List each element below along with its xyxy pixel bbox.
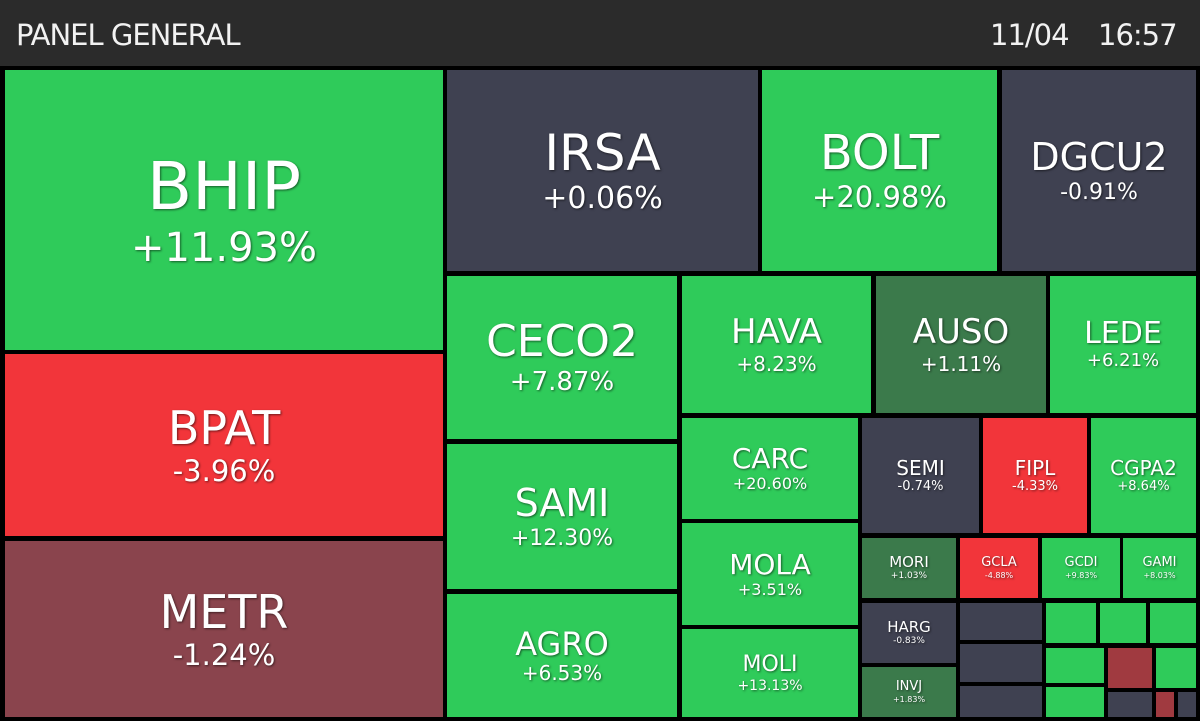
ticker: CECO2 — [486, 316, 638, 368]
change-percent: -4.33% — [1012, 478, 1058, 494]
small-tile[interactable] — [1100, 603, 1146, 643]
change-percent: +8.23% — [736, 351, 817, 376]
ticker: BOLT — [819, 125, 940, 182]
stock-tile[interactable]: SAMI +12.30% — [447, 444, 677, 589]
ticker: METR — [159, 584, 289, 639]
stock-tile[interactable]: AUSO +1.11% — [876, 276, 1046, 413]
small-tile[interactable] — [1108, 692, 1152, 717]
stock-tile[interactable]: MORI +1.03% — [862, 538, 956, 598]
panel-title: PANEL GENERAL — [16, 18, 241, 52]
stock-tile[interactable]: BHIP +11.93% — [5, 70, 443, 350]
stock-tile[interactable]: MOLA +3.51% — [682, 523, 858, 625]
stock-tile[interactable]: CECO2 +7.87% — [447, 276, 677, 439]
ticker: SEMI — [896, 455, 945, 480]
ticker: GCDI — [1064, 554, 1098, 570]
change-percent: +6.21% — [1086, 350, 1160, 372]
change-percent: -1.24% — [172, 637, 276, 672]
change-percent: -0.91% — [1060, 179, 1138, 205]
stock-tile[interactable]: BPAT -3.96% — [5, 354, 443, 536]
stock-tile[interactable]: IRSA +0.06% — [447, 70, 758, 271]
change-percent: +20.60% — [732, 474, 808, 494]
stock-tile[interactable]: SEMI -0.74% — [862, 418, 979, 533]
change-percent: -0.83% — [893, 636, 925, 647]
ticker: CGPA2 — [1110, 455, 1177, 480]
stock-tile[interactable]: AGRO +6.53% — [447, 594, 677, 717]
header: PANEL GENERAL 11/04 16:57 — [0, 0, 1200, 66]
ticker: GCLA — [981, 554, 1017, 570]
ticker: HARG — [887, 618, 931, 637]
small-tile[interactable] — [960, 686, 1042, 717]
change-percent: +6.53% — [521, 661, 603, 686]
ticker: INVJ — [895, 678, 923, 694]
stock-tile[interactable]: LEDE +6.21% — [1050, 276, 1196, 413]
small-tile[interactable] — [1046, 648, 1104, 683]
ticker: FIPL — [1014, 455, 1056, 480]
small-tile[interactable] — [960, 603, 1042, 640]
ticker: IRSA — [544, 123, 661, 182]
ticker: BHIP — [146, 148, 302, 226]
stock-tile[interactable]: DGCU2 -0.91% — [1002, 70, 1196, 271]
time: 16:57 — [1098, 18, 1178, 52]
ticker: BPAT — [167, 400, 281, 455]
stock-tile[interactable]: CGPA2 +8.64% — [1091, 418, 1196, 533]
change-percent: -4.88% — [984, 570, 1014, 580]
change-percent: +9.83% — [1064, 570, 1098, 580]
stock-tile[interactable]: FIPL -4.33% — [983, 418, 1087, 533]
small-tile[interactable] — [1046, 687, 1104, 717]
change-percent: +13.13% — [737, 677, 803, 694]
small-tile[interactable] — [1178, 692, 1196, 717]
stock-tile[interactable]: GCDI +9.83% — [1042, 538, 1120, 598]
small-tile[interactable] — [1108, 648, 1152, 688]
change-percent: +11.93% — [130, 224, 318, 271]
change-percent: +1.03% — [890, 571, 928, 582]
stock-tile[interactable]: GAMI +8.03% — [1123, 538, 1196, 598]
ticker: SAMI — [514, 481, 610, 525]
date: 11/04 — [990, 18, 1070, 52]
ticker: HAVA — [731, 312, 822, 353]
stock-tile[interactable]: HAVA +8.23% — [682, 276, 871, 413]
change-percent: +1.11% — [920, 351, 1002, 376]
change-percent: -3.96% — [172, 453, 276, 488]
change-percent: +3.51% — [737, 579, 803, 599]
stock-tile[interactable]: GCLA -4.88% — [960, 538, 1038, 598]
stock-tile[interactable]: MOLI +13.13% — [682, 629, 858, 717]
change-percent: -0.74% — [897, 478, 944, 494]
ticker: AUSO — [912, 312, 1010, 353]
change-percent: +8.03% — [1143, 570, 1176, 580]
change-percent: +7.87% — [509, 366, 615, 397]
ticker: LEDE — [1084, 315, 1162, 351]
ticker: DGCU2 — [1030, 135, 1168, 179]
change-percent: +1.83% — [892, 694, 926, 704]
stock-tile[interactable]: BOLT +20.98% — [762, 70, 997, 271]
ticker: GAMI — [1142, 554, 1177, 570]
small-tile[interactable] — [1046, 603, 1096, 643]
ticker: MOLA — [729, 547, 811, 581]
change-percent: +0.06% — [542, 181, 663, 216]
change-percent: +12.30% — [510, 525, 614, 551]
ticker: AGRO — [515, 624, 609, 663]
small-tile[interactable] — [1156, 692, 1174, 717]
change-percent: +20.98% — [812, 180, 947, 215]
stock-tile[interactable]: METR -1.24% — [5, 541, 443, 717]
small-tile[interactable] — [1156, 648, 1196, 688]
ticker: MOLI — [742, 652, 798, 678]
stock-tile[interactable]: CARC +20.60% — [682, 418, 858, 519]
change-percent: +8.64% — [1117, 478, 1170, 494]
small-tile[interactable] — [1150, 603, 1196, 643]
ticker: MORI — [889, 553, 929, 572]
small-tile[interactable] — [960, 644, 1042, 682]
stock-tile[interactable]: HARG -0.83% — [862, 603, 956, 663]
stock-tile[interactable]: INVJ +1.83% — [862, 667, 956, 717]
ticker: CARC — [731, 442, 809, 476]
